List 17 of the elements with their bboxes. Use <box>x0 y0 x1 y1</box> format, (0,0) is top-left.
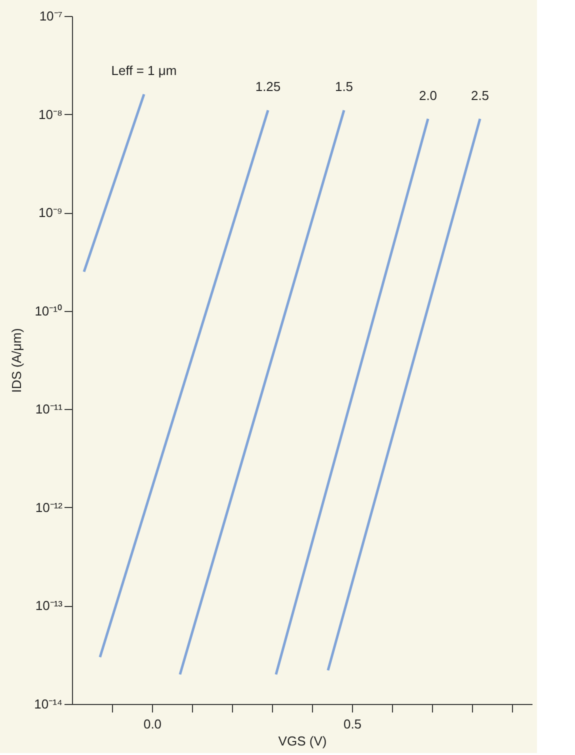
series-label: 2.0 <box>418 88 438 103</box>
y-axis-title: IDS (A/μm) <box>9 328 24 393</box>
y-tick-label: 10⁻¹¹ <box>35 402 64 417</box>
series-label: 2.5 <box>470 88 490 103</box>
y-tick-label: 10⁻⁸ <box>38 106 62 122</box>
y-tick-label: 10⁻¹² <box>35 500 64 515</box>
y-tick-label: 10⁻¹⁰ <box>34 303 62 318</box>
x-tick-label: 0.5 <box>343 716 362 732</box>
series-label: 1.25 <box>255 79 281 94</box>
x-axis-title: VGS (V) <box>278 734 327 748</box>
series-label: 1.5 <box>334 79 354 94</box>
y-tick-label: 10⁻⁹ <box>38 205 62 220</box>
y-tick-label: 10⁻⁷ <box>39 8 63 24</box>
y-tick-label: 10⁻¹³ <box>35 598 64 614</box>
y-tick-label: 10⁻¹⁴ <box>34 696 62 712</box>
series-label: Leff = 1 μm <box>111 63 177 78</box>
x-tick-label: 0.0 <box>143 716 162 732</box>
